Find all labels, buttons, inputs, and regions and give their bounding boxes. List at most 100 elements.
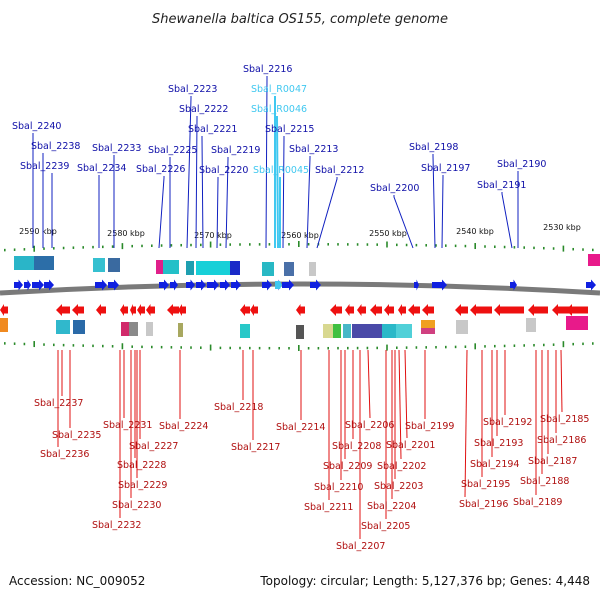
bottom-gene-label[interactable]: Sbal_2227 (129, 441, 178, 452)
top-gene-label[interactable]: Sbal_2220 (199, 165, 248, 176)
bottom-gene-label[interactable]: Sbal_2189 (513, 497, 562, 508)
bottom-gene-label[interactable]: Sbal_2185 (540, 414, 589, 425)
forward-gene-arrow (414, 279, 419, 291)
scale-tick (160, 244, 163, 247)
feature-block (333, 324, 341, 338)
bottom-gene-label[interactable]: Sbal_2199 (405, 421, 454, 432)
bottom-gene-label[interactable]: Sbal_2187 (528, 456, 577, 467)
bottom-gene-label[interactable]: Sbal_2201 (386, 440, 435, 451)
top-gene-label[interactable]: Sbal_2191 (477, 180, 526, 191)
bottom-gene-label[interactable]: Sbal_2232 (92, 520, 141, 531)
bottom-gene-label[interactable]: Sbal_2207 (336, 541, 385, 552)
scale-tick (513, 246, 516, 249)
forward-gene-arrow (14, 279, 23, 291)
scale-tick (396, 243, 398, 247)
bottom-gene-label[interactable]: Sbal_2195 (461, 479, 510, 490)
bottom-gene-label[interactable]: Sbal_2196 (459, 499, 508, 510)
top-gene-labels: Sbal_2240 Sbal_2238 Sbal_2239 Sbal_2234 Sbal… (12, 64, 546, 194)
top-gene-label[interactable]: Sbal_2233 (92, 143, 141, 154)
forward-gene-arrow (220, 279, 230, 291)
reverse-gene-arrow (566, 304, 588, 316)
top-leader-line (158, 176, 165, 249)
bottom-gene-label[interactable]: Sbal_2193 (474, 438, 523, 449)
scale-tick (396, 346, 398, 349)
bottom-gene-label[interactable]: Sbal_2237 (34, 398, 83, 409)
scale-tick (82, 344, 84, 347)
bottom-gene-label[interactable]: Sbal_2217 (231, 442, 280, 453)
scale-tick (151, 244, 153, 247)
forward-gene-arrow (207, 279, 219, 291)
scale-tick (474, 243, 476, 250)
bottom-leader-line (367, 349, 371, 419)
top-gene-label[interactable]: Sbal_2226 (136, 164, 185, 175)
bottom-gene-label[interactable]: Sbal_2210 (314, 482, 363, 493)
top-gene-label[interactable]: Sbal_2200 (370, 183, 419, 194)
bottom-gene-label[interactable]: Sbal_2208 (332, 441, 381, 452)
top-gene-label[interactable]: Sbal_2190 (497, 159, 546, 170)
forward-gene-arrow (159, 279, 169, 291)
bottom-gene-label[interactable]: Sbal_2194 (470, 459, 519, 470)
bottom-gene-label[interactable]: Sbal_2186 (537, 435, 586, 446)
bottom-gene-label[interactable]: Sbal_2192 (483, 417, 532, 428)
top-gene-label[interactable]: Sbal_R0045 (253, 165, 309, 176)
top-leader-line (225, 157, 229, 249)
forward-gene-arrow (196, 279, 206, 291)
scale-tick (327, 346, 329, 350)
scale-tick (445, 345, 447, 349)
scale-tick (111, 245, 114, 248)
scale-tick (200, 243, 202, 247)
top-gene-label[interactable]: Sbal_R0046 (251, 104, 307, 115)
top-gene-label[interactable]: Sbal_2212 (315, 165, 364, 176)
bottom-gene-label[interactable]: Sbal_2231 (103, 420, 152, 431)
bottom-gene-label[interactable]: Sbal_2235 (52, 430, 101, 441)
bottom-gene-label[interactable]: Sbal_2236 (40, 449, 89, 460)
scale-tick (386, 344, 388, 351)
bottom-gene-label[interactable]: Sbal_2209 (323, 461, 372, 472)
scale-tick (484, 245, 486, 248)
top-leader-line (265, 76, 268, 249)
top-gene-label[interactable]: Sbal_2225 (148, 145, 197, 156)
scale-tick (415, 243, 418, 247)
bottom-gene-label[interactable]: Sbal_2188 (520, 476, 569, 487)
bottom-leader-line (404, 349, 408, 439)
bottom-gene-label[interactable]: Sbal_2203 (374, 481, 423, 492)
top-gene-label[interactable]: Sbal_2240 (12, 121, 61, 132)
scale-tick (572, 342, 574, 346)
top-gene-label[interactable]: Sbal_2223 (168, 84, 217, 95)
scale-tick (53, 247, 55, 250)
top-gene-label[interactable]: Sbal_R0047 (251, 84, 307, 95)
scale-tick (298, 344, 300, 351)
top-gene-label[interactable]: Sbal_2197 (421, 163, 470, 174)
feature-block (196, 261, 230, 275)
scale-tick (543, 343, 545, 347)
top-gene-label[interactable]: Sbal_2234 (77, 163, 126, 174)
bottom-gene-label[interactable]: Sbal_2204 (367, 501, 416, 512)
reverse-gene-arrow (357, 304, 366, 316)
bottom-gene-label[interactable]: Sbal_2206 (345, 420, 394, 431)
bottom-gene-label[interactable]: Sbal_2224 (159, 421, 208, 432)
bottom-gene-label[interactable]: Sbal_2218 (214, 402, 263, 413)
top-gene-label[interactable]: Sbal_2221 (188, 124, 237, 135)
feature-block (396, 324, 412, 338)
top-gene-label[interactable]: Sbal_2216 (243, 64, 292, 75)
top-gene-label[interactable]: Sbal_2222 (179, 104, 228, 115)
top-gene-label[interactable]: Sbal_2213 (289, 144, 338, 155)
bottom-gene-label[interactable]: Sbal_2230 (112, 500, 161, 511)
forward-gene-arrow (586, 279, 596, 291)
scale-tick (435, 244, 437, 247)
top-gene-label[interactable]: Sbal_2215 (265, 124, 314, 135)
top-gene-label[interactable]: Sbal_2198 (409, 142, 458, 153)
bottom-gene-label[interactable]: Sbal_2205 (361, 521, 410, 532)
reverse-gene-arrow (167, 304, 179, 316)
bottom-gene-label[interactable]: Sbal_2214 (276, 422, 325, 433)
bottom-gene-label[interactable]: Sbal_2228 (117, 460, 166, 471)
bottom-gene-label[interactable]: Sbal_2211 (304, 502, 353, 513)
bottom-gene-label[interactable]: Sbal_2229 (118, 480, 167, 491)
top-gene-label[interactable]: Sbal_2219 (211, 145, 260, 156)
top-gene-label[interactable]: Sbal_2238 (31, 141, 80, 152)
scale-tick (562, 245, 565, 252)
scale-tick (386, 241, 388, 248)
bottom-gene-label[interactable]: Sbal_2202 (377, 461, 426, 472)
scale-tick (33, 341, 35, 348)
top-gene-label[interactable]: Sbal_2239 (20, 161, 69, 172)
